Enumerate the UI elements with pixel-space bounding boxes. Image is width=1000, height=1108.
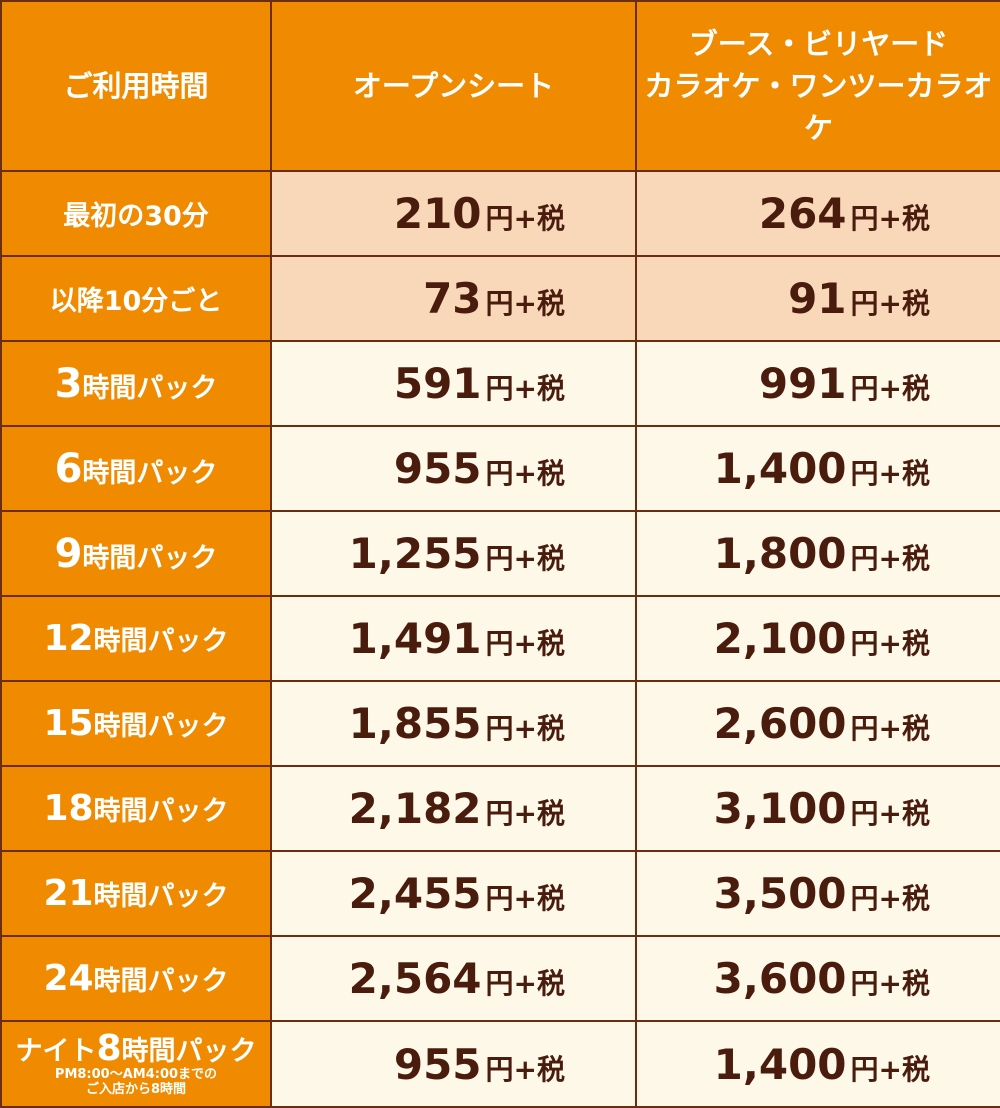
table-row: 6時間パック 955 円+税 1,400 円+税	[0, 425, 1000, 512]
booth-price: 1,800 円+税	[635, 510, 1000, 597]
table-row: 以降10分ごと 73 円+税 91 円+税	[0, 255, 1000, 342]
row-label: 12時間パック	[0, 595, 272, 682]
row-label: 9時間パック	[0, 510, 272, 597]
open-seat-price: 2,182 円+税	[270, 765, 637, 852]
open-seat-price: 1,855 円+税	[270, 680, 637, 767]
table-row: 24時間パック 2,564 円+税 3,600 円+税	[0, 935, 1000, 1022]
table-row: 12時間パック 1,491 円+税 2,100 円+税	[0, 595, 1000, 682]
open-seat-price: 955 円+税	[270, 425, 637, 512]
booth-price: 1,400 円+税	[635, 425, 1000, 512]
open-seat-price: 955 円+税	[270, 1020, 637, 1108]
table-row: 15時間パック 1,855 円+税 2,600 円+税	[0, 680, 1000, 767]
booth-price: 2,600 円+税	[635, 680, 1000, 767]
header-booth-line1: ブース・ビリヤード	[688, 26, 949, 61]
booth-price: 3,600 円+税	[635, 935, 1000, 1022]
row-label: 15時間パック	[0, 680, 272, 767]
table-row: 21時間パック 2,455 円+税 3,500 円+税	[0, 850, 1000, 937]
header-booth-line2: カラオケ・ワンツーカラオケ	[644, 68, 993, 146]
booth-price: 2,100 円+税	[635, 595, 1000, 682]
booth-price: 91 円+税	[635, 255, 1000, 342]
row-label: 21時間パック	[0, 850, 272, 937]
booth-price: 264 円+税	[635, 170, 1000, 257]
header-booth-billiards-karaoke: ブース・ビリヤード カラオケ・ワンツーカラオケ	[635, 0, 1000, 172]
booth-price: 3,100 円+税	[635, 765, 1000, 852]
row-label: 以降10分ごと	[0, 255, 272, 342]
booth-price: 991 円+税	[635, 340, 1000, 427]
header-open-seat: オープンシート	[270, 0, 637, 172]
table-row: 最初の30分 210 円+税 264 円+税	[0, 170, 1000, 257]
open-seat-price: 2,564 円+税	[270, 935, 637, 1022]
row-label: 6時間パック	[0, 425, 272, 512]
row-label: 3時間パック	[0, 340, 272, 427]
table-header-row: ご利用時間 オープンシート ブース・ビリヤード カラオケ・ワンツーカラオケ	[0, 0, 1000, 172]
open-seat-price: 591 円+税	[270, 340, 637, 427]
open-seat-price: 210 円+税	[270, 170, 637, 257]
table-row: 9時間パック 1,255 円+税 1,800 円+税	[0, 510, 1000, 597]
header-usage-time: ご利用時間	[0, 0, 272, 172]
night-pack-title: ナイト8時間パック	[15, 1028, 257, 1070]
night-pack-row: ナイト8時間パック PM8:00〜AM4:00までの ご入店から8時間 955 円…	[0, 1020, 1000, 1108]
night-pack-label: ナイト8時間パック PM8:00〜AM4:00までの ご入店から8時間	[0, 1020, 272, 1108]
row-label: 24時間パック	[0, 935, 272, 1022]
open-seat-price: 1,491 円+税	[270, 595, 637, 682]
table-row: 18時間パック 2,182 円+税 3,100 円+税	[0, 765, 1000, 852]
open-seat-price: 2,455 円+税	[270, 850, 637, 937]
open-seat-price: 1,255 円+税	[270, 510, 637, 597]
row-label: 最初の30分	[0, 170, 272, 257]
table-row: 3時間パック 591 円+税 991 円+税	[0, 340, 1000, 427]
night-pack-note-line1: PM8:00〜AM4:00までの	[54, 1066, 218, 1082]
booth-price: 1,400 円+税	[635, 1020, 1000, 1108]
row-label: 18時間パック	[0, 765, 272, 852]
night-pack-note-line2: ご入店から8時間	[85, 1081, 187, 1097]
open-seat-price: 73 円+税	[270, 255, 637, 342]
booth-price: 3,500 円+税	[635, 850, 1000, 937]
